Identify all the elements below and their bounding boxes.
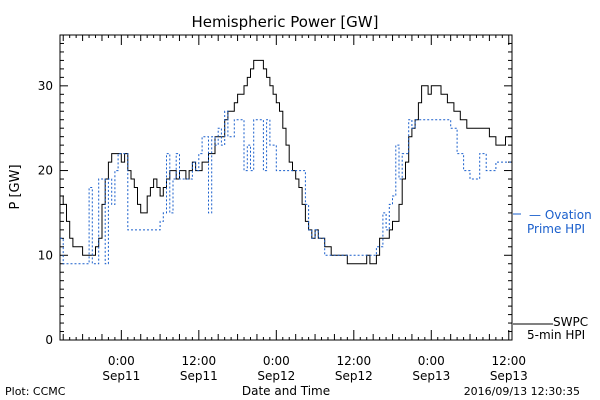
footer-timestamp: 2016/09/13 12:30:35 — [464, 385, 580, 398]
x-tick-time-label: 12:00 — [182, 354, 217, 368]
legend: — Ovation Prime HPI SWPC 5-min HPI — [513, 208, 592, 342]
x-tick-time-label: 0:00 — [418, 354, 445, 368]
y-tick-label: 20 — [38, 164, 53, 178]
legend-swpc: SWPC 5-min HPI — [513, 315, 588, 342]
legend-swpc-line2: 5-min HPI — [527, 328, 585, 342]
legend-ovation: — Ovation Prime HPI — [513, 208, 592, 236]
x-tick-time-label: 12:00 — [491, 354, 526, 368]
y-tick-label: 0 — [45, 333, 53, 347]
x-tick-date-label: Sep12 — [257, 369, 295, 383]
x-axis-label: Date and Time — [242, 384, 330, 398]
y-axis-label: P [GW] — [8, 164, 23, 209]
x-tick-date-label: Sep12 — [335, 369, 373, 383]
x-tick-date-label: Sep11 — [102, 369, 140, 383]
series-layer — [60, 59, 512, 265]
x-tick-time-label: 0:00 — [108, 354, 135, 368]
y-axis: 0 10 20 30 — [38, 42, 512, 347]
x-axis: 0:00Sep1112:00Sep110:00Sep1212:00Sep120:… — [62, 35, 528, 383]
x-tick-time-label: 0:00 — [263, 354, 290, 368]
legend-ovation-line1: — Ovation — [529, 208, 592, 222]
x-tick-date-label: Sep13 — [412, 369, 450, 383]
x-tick-time-label: 12:00 — [337, 354, 372, 368]
y-tick-label: 10 — [38, 248, 53, 262]
legend-swpc-line1: SWPC — [553, 315, 588, 329]
series-swpc-hpi-line — [60, 59, 512, 265]
chart-title: Hemispheric Power [GW] — [192, 13, 379, 31]
y-tick-label: 30 — [38, 79, 53, 93]
plot-frame — [59, 34, 513, 341]
x-tick-date-label: Sep13 — [490, 369, 528, 383]
legend-ovation-line2: Prime HPI — [527, 222, 585, 236]
x-tick-date-label: Sep11 — [180, 369, 218, 383]
footer-plot-credit: Plot: CCMC — [5, 385, 66, 398]
